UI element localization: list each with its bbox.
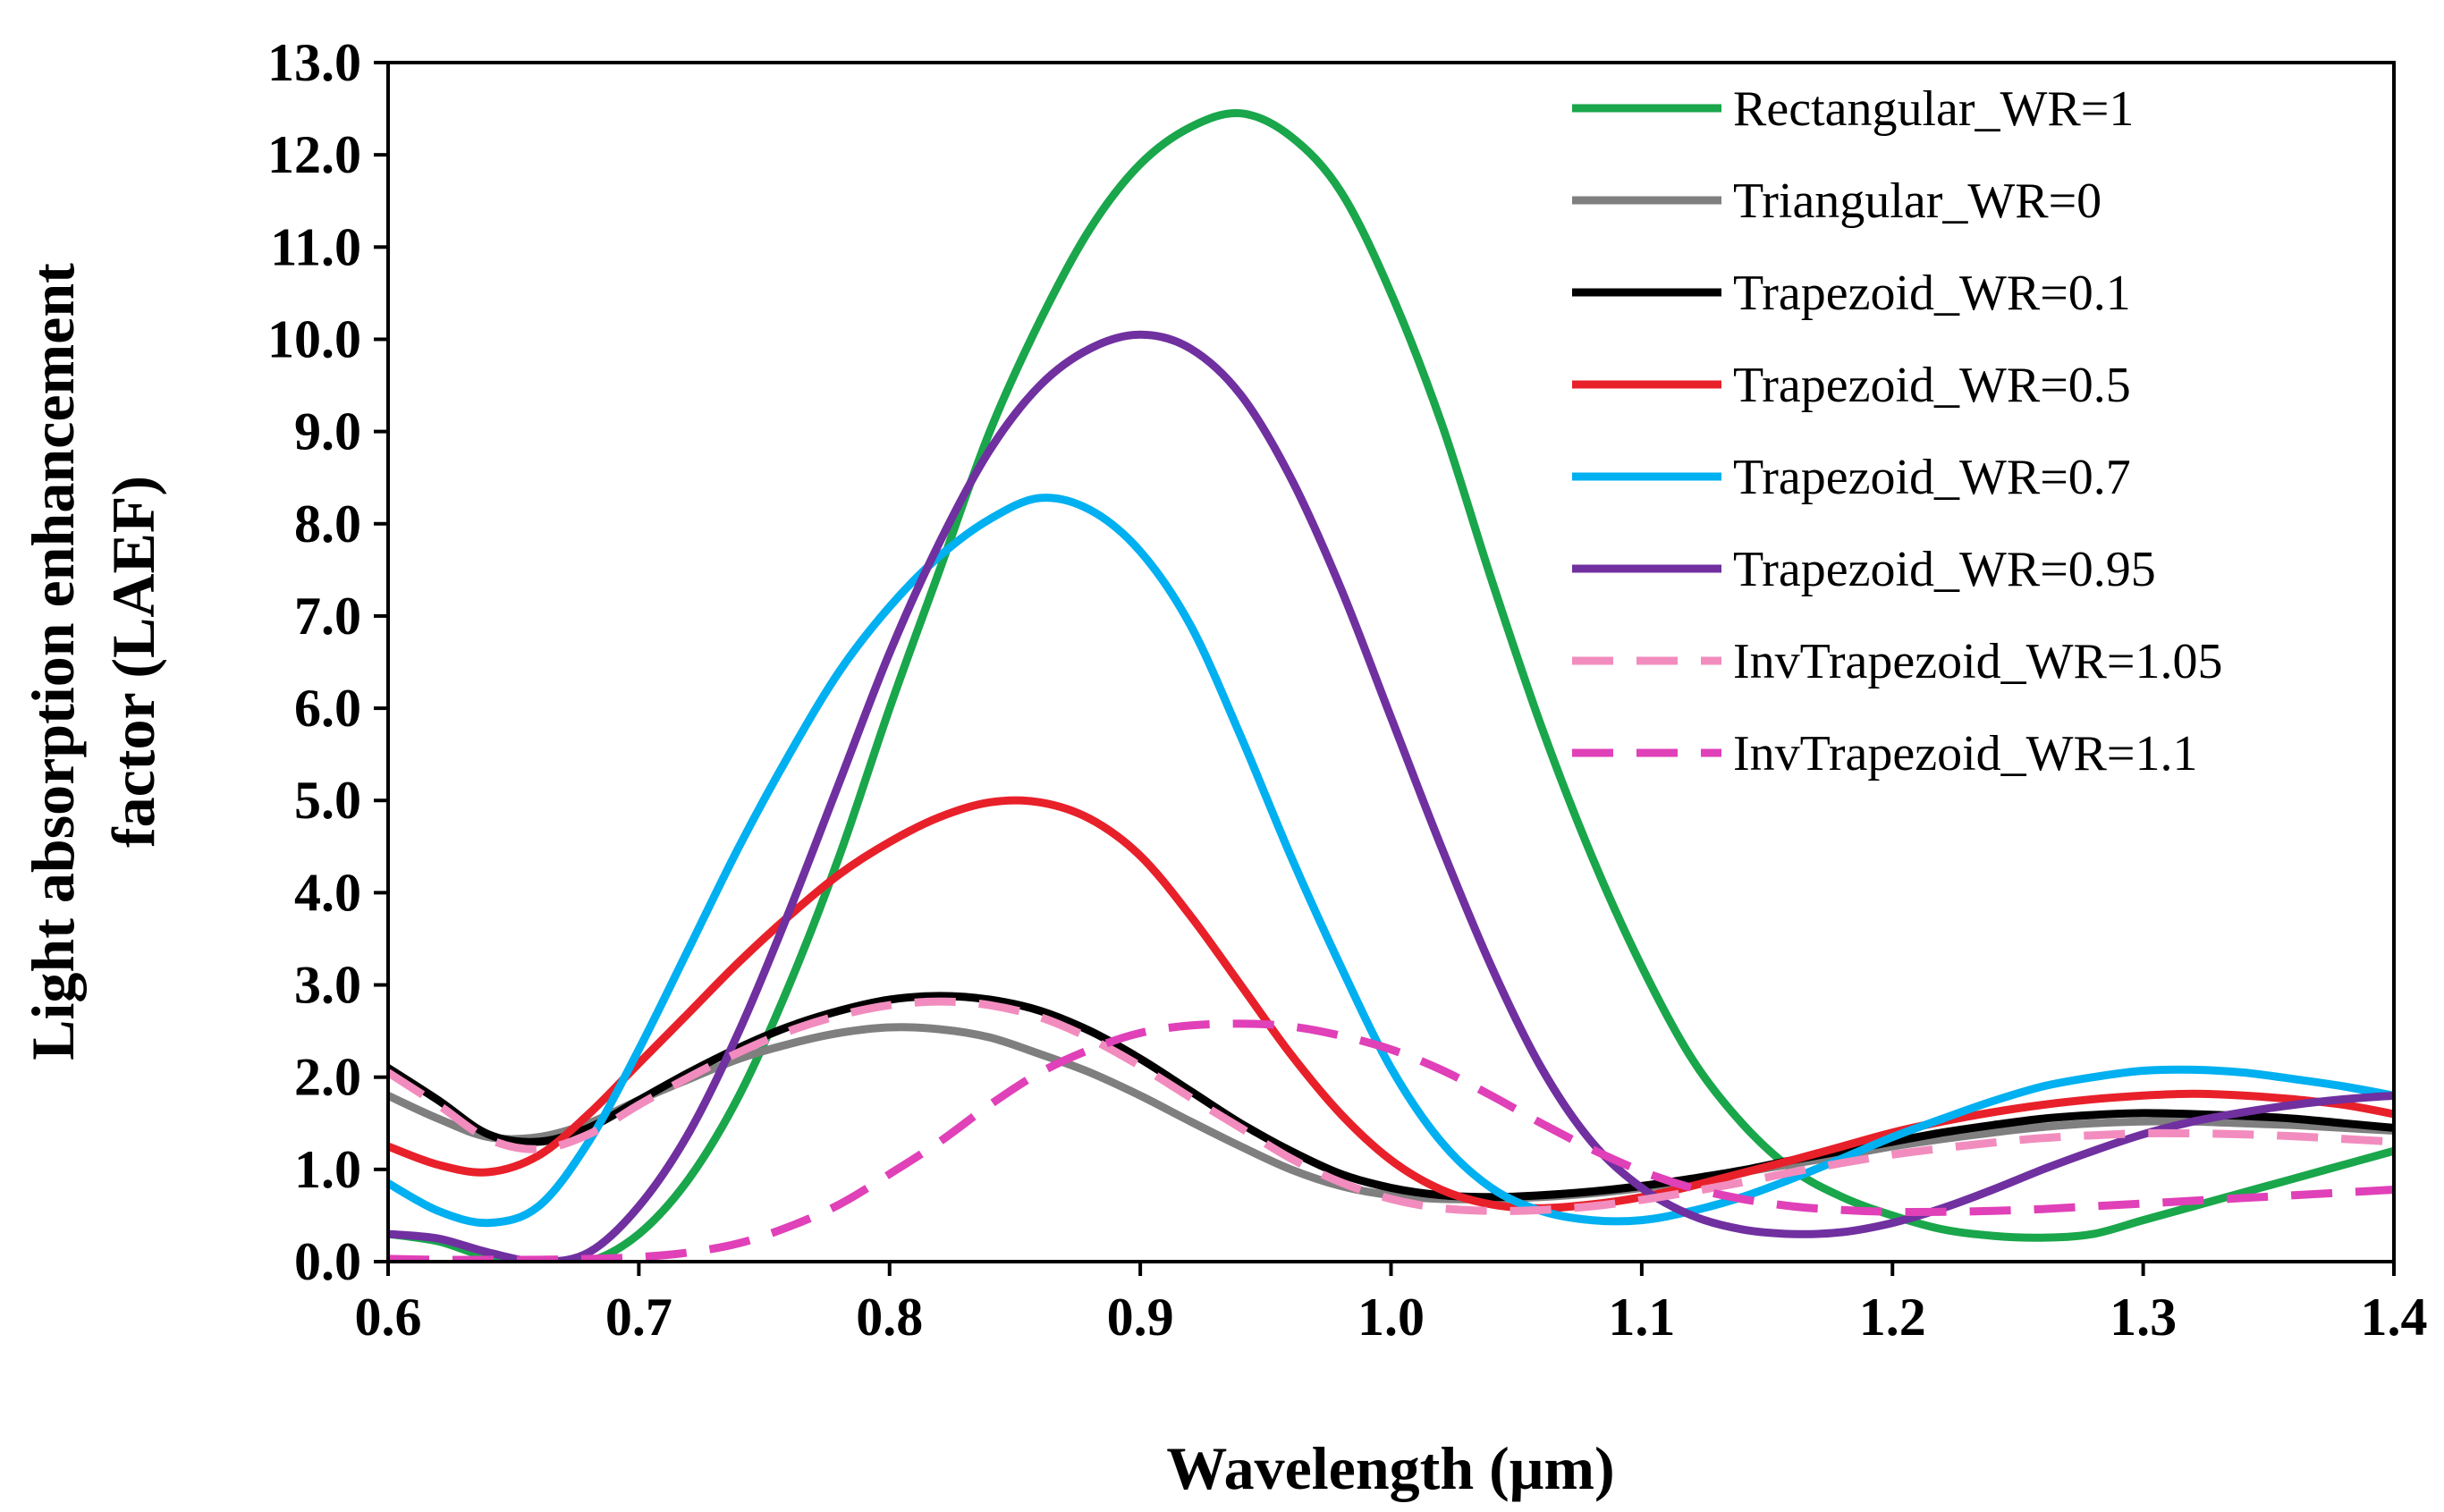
series-line-trapezoid-wr-0-95	[388, 330, 2394, 1262]
series-line-trapezoid-wr-0-7	[388, 494, 2394, 1228]
y-axis-title: Light absorption enhancement factor (LAE…	[19, 263, 167, 1060]
x-tick-label: 0.6	[355, 1288, 422, 1347]
axis-layer: 0.0 1.0 2.0 3.0 4.0 5.0 6.0 7.0 8.0 9.0 10.0 11.0 12…	[267, 33, 2428, 1347]
legend-entry: Trapezoid_WR=0.5	[1572, 358, 2131, 413]
y-axis-title-line-1: Light absorption enhancement	[19, 263, 87, 1060]
y-tick-label: 13.0	[267, 33, 361, 92]
y-tick-label: 2.0	[294, 1048, 361, 1107]
legend: Rectangular_WR=1 Triangular_WR=0 Trapezoid…	[1572, 81, 2222, 781]
y-tick-label: 7.0	[294, 587, 361, 646]
legend-label: Trapezoid_WR=0.5	[1733, 358, 2131, 413]
series-layer	[388, 108, 2394, 1262]
x-tick-label: 1.2	[1859, 1288, 1926, 1347]
y-tick-label: 11.0	[270, 217, 361, 276]
y-tick-label: 5.0	[294, 771, 361, 830]
legend-entry: InvTrapezoid_WR=1.05	[1572, 634, 2222, 689]
series-line-invtrapezoid-wr-1-1	[388, 1019, 2394, 1262]
series-line-rectangular-wr-1	[388, 108, 2394, 1262]
y-tick-label: 8.0	[294, 494, 361, 553]
legend-label: Trapezoid_WR=0.1	[1733, 266, 2131, 321]
legend-entry: Triangular_WR=0	[1572, 173, 2102, 229]
y-tick-label: 6.0	[294, 679, 361, 738]
y-axis-title-line-2: factor (LAEF)	[99, 476, 167, 848]
legend-label: Rectangular_WR=1	[1733, 81, 2134, 137]
legend-label: Trapezoid_WR=0.95	[1733, 542, 2156, 597]
x-tick-label: 0.7	[605, 1288, 672, 1347]
y-tick-label: 1.0	[294, 1140, 361, 1199]
y-tick-label: 4.0	[294, 863, 361, 922]
legend-label: InvTrapezoid_WR=1.05	[1733, 634, 2222, 689]
x-tick-label: 1.3	[2110, 1288, 2177, 1347]
y-tick-label: 3.0	[294, 956, 361, 1015]
x-tick-label: 1.4	[2361, 1288, 2428, 1347]
x-tick-label: 0.9	[1107, 1288, 1174, 1347]
series-line-trapezoid-wr-0-1	[388, 992, 2394, 1202]
x-tick-label: 1.1	[1608, 1288, 1675, 1347]
series-line-invtrapezoid-wr-1-05	[388, 997, 2394, 1215]
legend-entry: InvTrapezoid_WR=1.1	[1572, 726, 2197, 781]
x-axis-title: Wavelength (μm)	[1166, 1434, 1614, 1502]
series-line-trapezoid-wr-0-5	[388, 796, 2394, 1212]
x-tick-label: 0.8	[856, 1288, 923, 1347]
x-tick-label: 1.0	[1357, 1288, 1425, 1347]
y-tick-label: 9.0	[294, 402, 361, 461]
legend-label: Trapezoid_WR=0.7	[1733, 450, 2131, 505]
legend-entry: Trapezoid_WR=0.95	[1572, 542, 2156, 597]
legend-entry: Trapezoid_WR=0.1	[1572, 266, 2131, 321]
legend-label: InvTrapezoid_WR=1.1	[1733, 726, 2197, 781]
legend-label: Triangular_WR=0	[1733, 173, 2102, 229]
y-tick-label: 0.0	[294, 1232, 361, 1291]
y-tick-label: 12.0	[267, 125, 361, 184]
legend-entry: Rectangular_WR=1	[1572, 81, 2134, 137]
y-tick-label: 10.0	[267, 309, 361, 368]
legend-entry: Trapezoid_WR=0.7	[1572, 450, 2131, 505]
